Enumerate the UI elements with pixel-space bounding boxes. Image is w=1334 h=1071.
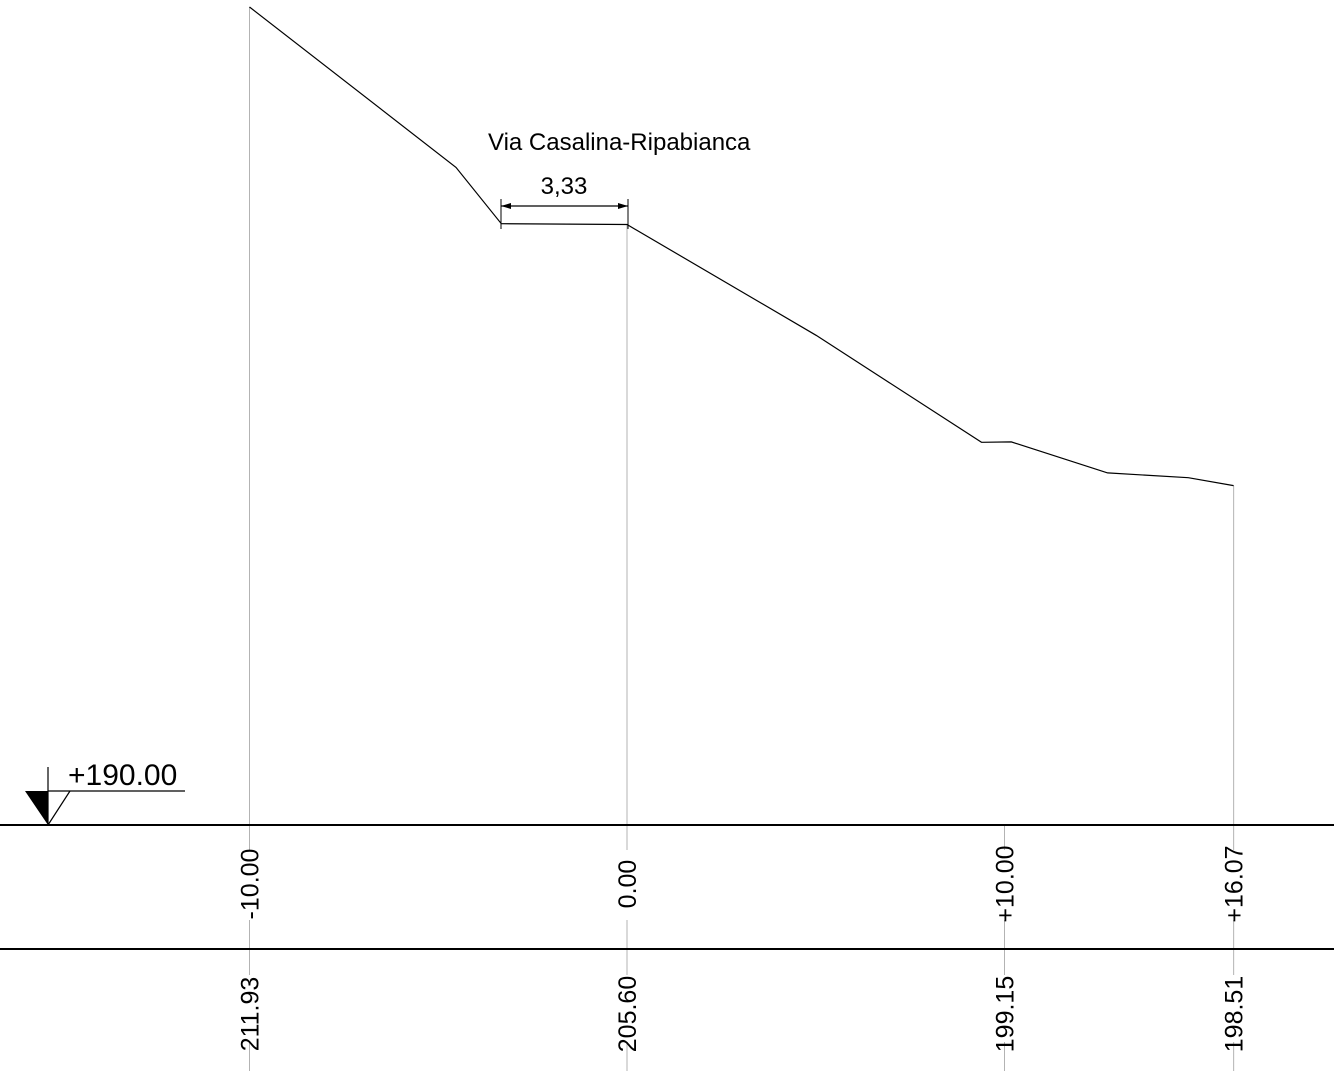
station-distance-label: -10.00 bbox=[237, 849, 265, 920]
road-name-label: Via Casalina-Ripabianca bbox=[488, 129, 751, 156]
width-dimension-label: 3,33 bbox=[541, 173, 588, 200]
station-distance-label: +10.00 bbox=[992, 845, 1020, 922]
level-triangle-icon bbox=[25, 791, 48, 825]
reference-level-marker: +190.00 bbox=[25, 759, 185, 826]
elevation-labels: 211.93 205.60 199.15 198.51 bbox=[237, 976, 1249, 1052]
station-elevation-label: 198.51 bbox=[1221, 976, 1249, 1052]
station-guides bbox=[249, 7, 1235, 1071]
reference-level-label: +190.00 bbox=[68, 759, 177, 792]
width-dimension: 3,33 bbox=[500, 173, 629, 229]
terrain-profile-line bbox=[249, 6, 1234, 487]
station-elevation-label: 205.60 bbox=[614, 976, 642, 1052]
station-elevation-label: 211.93 bbox=[237, 977, 265, 1052]
station-elevation-label: 199.15 bbox=[992, 976, 1020, 1052]
station-distance-label: 0.00 bbox=[614, 860, 642, 909]
distance-labels: -10.00 0.00 +10.00 +16.07 bbox=[237, 845, 1249, 922]
station-distance-label: +16.07 bbox=[1221, 845, 1249, 922]
